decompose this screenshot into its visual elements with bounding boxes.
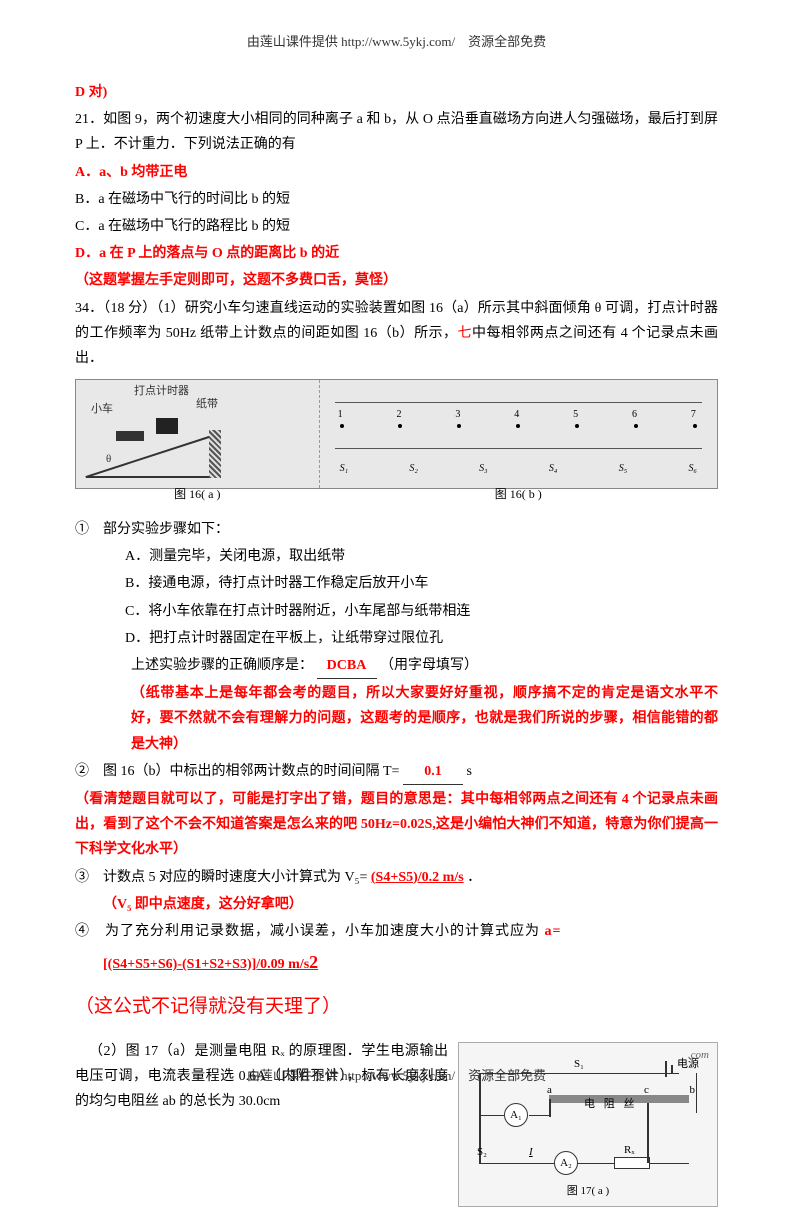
q34-stem-red: 七 [458,326,472,341]
part4-before: ④ 为了充分利用记录数据，减小误差，小车加速度大小的计算式应为 [75,924,540,939]
s5: S₅ [619,460,627,478]
s-labels: S₁ S₂ S₃ S₄ S₅ S₆ [340,460,697,478]
step-b: B．接通电源，待打点计时器工作稳定后放开小车 [75,571,718,596]
part4-answer-line: [(S4+S5+S6)-(S1+S2+S3)]/0.09 m/s2 [75,946,718,978]
q21-opt-b: B．a 在磁场中飞行的时间比 b 的短 [75,187,718,212]
s2: S₂ [409,460,417,478]
q21-comment: （这题掌握左手定则即可，这题不多费口舌，莫怪） [75,268,718,293]
dot-1: 1 [338,406,343,424]
dot-2: 2 [396,406,401,424]
dot-6: 6 [632,406,637,424]
q21-opt-c: C．a 在磁场中飞行的路程比 b 的短 [75,214,718,239]
dot-7: 7 [691,406,696,424]
part2-after: s [466,764,471,779]
figure-16a: 打点计时器 小车 纸带 θ 图 16( a ) [76,380,320,488]
step-answer: DCBA [327,658,367,673]
ammeter-a1: A₁ [504,1103,528,1127]
page-footer: 由莲山课件提供 http://www.5ykj.com/ 资源全部免费 [0,1064,793,1087]
part4-line: ④ 为了充分利用记录数据，减小误差，小车加速度大小的计算式应为 a= [75,919,718,944]
label-rx: Rₓ [624,1141,635,1161]
step-before: 上述实验步骤的正确顺序是： [131,658,313,673]
part1-heading: ① 部分实验步骤如下： [75,517,718,542]
tape-dots: 1 2 3 4 5 6 7 [340,424,697,428]
part4-exp: 2 [309,952,318,972]
main-content: D 对) 21．如图 9，两个初速度大小相同的同种离子 a 和 b，从 O 点沿… [75,80,718,1212]
page-header: 由莲山课件提供 http://www.5ykj.com/ 资源全部免费 [0,30,793,53]
label-timer: 打点计时器 [134,382,189,402]
step-comment: （纸带基本上是每年都会考的题目，所以大家要好好重视，顺序搞不定的肯定是语文水平不… [75,681,718,757]
part4-answer: [(S4+S5+S6)-(S1+S2+S3)]/0.09 m/s [103,957,309,972]
part2-comment: （看清楚题目就可以了，可能是打字出了错，题目的意思是：其中每相邻两点之间还有 4… [75,787,718,863]
part4-var: a= [545,924,562,939]
s4: S₄ [549,460,557,478]
part3-comment: （V₅ 即中点速度，这分好拿吧） [75,892,718,917]
step-c: C．将小车依靠在打点计时器附近，小车尾部与纸带相连 [75,599,718,624]
step-d: D．把打点计时器固定在平板上，让纸带穿过限位孔 [75,626,718,651]
label-s2: S₂ [477,1143,487,1163]
part2-answer: 0.1 [424,764,442,779]
dot-5: 5 [573,406,578,424]
label-tape: 纸带 [196,395,218,415]
label-theta: θ [106,450,111,470]
q21-opt-a: A．a、b 均带正电 [75,160,718,185]
part3-answer: (S4+S5)/0.2 m/s [371,870,464,885]
dot-3: 3 [455,406,460,424]
fig17a-caption: 图 17( a ) [567,1182,609,1202]
fig16a-caption: 图 16( a ) [174,484,220,506]
answer-d-correct: D 对) [75,85,107,100]
q21-stem: 21．如图 9，两个初速度大小相同的同种离子 a 和 b，从 O 点沿垂直磁场方… [75,107,718,157]
q21-opt-d: D．a 在 P 上的落点与 O 点的距离比 b 的近 [75,241,718,266]
q34-stem: 34．（18 分）（1）研究小车匀速直线运动的实验装置如图 16（a）所示其中斜… [75,296,718,372]
fig16b-caption: 图 16( b ) [495,484,542,506]
figure-16: 打点计时器 小车 纸带 θ 图 16( a ) 1 2 3 4 5 6 7 S₁… [75,379,718,489]
step-a: A．测量完毕，关闭电源，取出纸带 [75,544,718,569]
s3: S₃ [479,460,487,478]
step-after: （用字母填写） [380,658,478,673]
step-order-line: 上述实验步骤的正确顺序是： DCBA （用字母填写） [75,653,718,679]
part2-line: ② 图 16（b）中标出的相邻两计数点的时间间隔 T= 0.1 s [75,759,718,785]
label-cart: 小车 [91,400,113,420]
s1: S₁ [340,460,348,478]
s6: S₆ [688,460,696,478]
big-comment: （这公式不记得就没有天理了） [75,990,718,1024]
part3-line: ③ 计数点 5 对应的瞬时速度大小计算式为 V₅= (S4+S5)/0.2 m/… [75,865,718,890]
part2-before: ② 图 16（b）中标出的相邻两计数点的时间间隔 T= [75,764,399,779]
label-wire: 电 阻 丝 [584,1095,638,1115]
ammeter-a2: A₂ [554,1151,578,1175]
part3-after: ． [467,870,481,885]
label-i: I [529,1143,533,1163]
part3-before: ③ 计数点 5 对应的瞬时速度大小计算式为 V₅= [75,870,367,885]
figure-16b: 1 2 3 4 5 6 7 S₁ S₂ S₃ S₄ S₅ S₆ 图 16( b … [320,380,717,488]
dot-4: 4 [514,406,519,424]
